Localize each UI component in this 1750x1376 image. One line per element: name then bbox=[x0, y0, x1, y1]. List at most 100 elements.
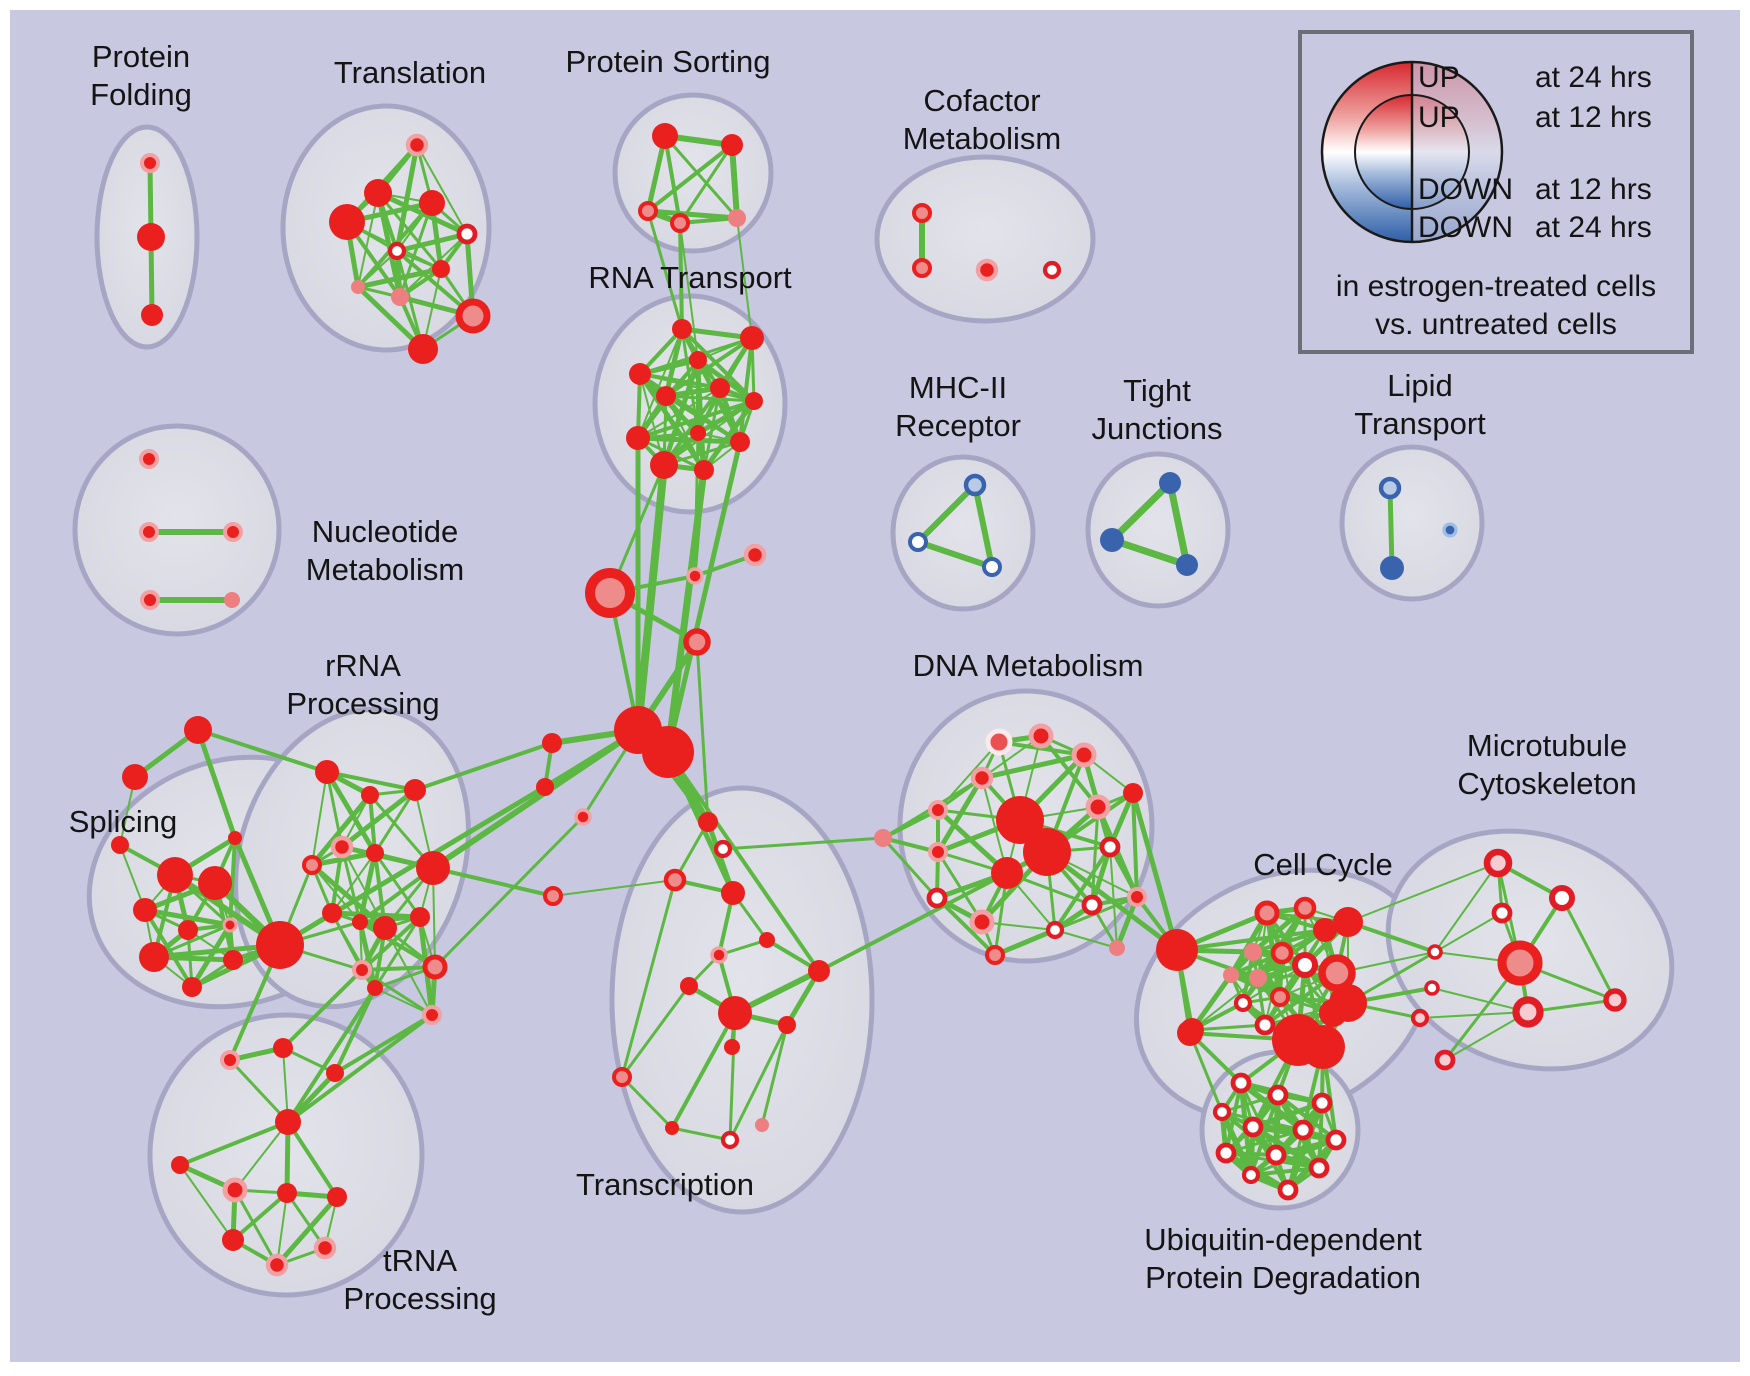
gene-node bbox=[367, 980, 383, 996]
interaction-edge bbox=[663, 400, 755, 466]
inter-cluster-edge bbox=[1188, 1032, 1224, 1113]
gene-node bbox=[1549, 885, 1575, 911]
interaction-edge bbox=[738, 337, 754, 443]
inter-cluster-edge bbox=[281, 968, 364, 1050]
inter-cluster-edge bbox=[1347, 920, 1436, 954]
gene-node bbox=[178, 920, 198, 940]
interaction-edge bbox=[994, 927, 1056, 958]
gene-node bbox=[1109, 940, 1125, 956]
interaction-edge bbox=[233, 1189, 279, 1266]
gene-node bbox=[373, 916, 397, 940]
gene-node bbox=[1442, 522, 1458, 538]
legend-caption-line-2: vs. untreated cells bbox=[1375, 308, 1617, 341]
legend-row-up-24: UP at 24 hrs bbox=[1302, 59, 1690, 97]
interaction-edge bbox=[361, 968, 433, 1017]
gene-node bbox=[1249, 969, 1267, 987]
gene-node bbox=[543, 886, 563, 906]
gene-node bbox=[710, 378, 730, 398]
gene-node bbox=[612, 1067, 632, 1087]
interaction-edge bbox=[972, 484, 995, 568]
gene-node bbox=[1212, 1102, 1232, 1122]
inter-cluster-edge bbox=[881, 836, 939, 900]
interaction-edge bbox=[358, 920, 437, 969]
cluster-label-translation: Translation bbox=[333, 55, 487, 90]
gene-node bbox=[1265, 1144, 1287, 1166]
interaction-edge bbox=[696, 398, 756, 436]
inter-cluster-edge bbox=[666, 750, 821, 973]
gene-node bbox=[629, 363, 651, 385]
gene-node bbox=[404, 779, 426, 801]
inter-cluster-edge bbox=[552, 879, 676, 897]
gene-node bbox=[996, 796, 1044, 844]
gene-node bbox=[985, 945, 1005, 965]
legend-row-up-12: UP at 12 hrs bbox=[1302, 99, 1690, 137]
cluster-label-mhc-ii-receptor: MHC-II Receptor bbox=[895, 370, 1021, 443]
gene-node bbox=[1241, 1165, 1261, 1185]
cluster-label-microtubule-cytoskeleton: Microtubule Cytoskeleton bbox=[1457, 728, 1637, 801]
gene-node bbox=[1410, 1008, 1430, 1028]
interaction-edge bbox=[637, 328, 683, 439]
inter-cluster-edge bbox=[333, 987, 377, 1074]
gene-node bbox=[585, 568, 635, 618]
gene-node bbox=[1512, 996, 1544, 1028]
inter-cluster-edge bbox=[679, 222, 699, 361]
gene-node bbox=[665, 1121, 679, 1135]
gene-node bbox=[1603, 988, 1627, 1012]
interaction-edge bbox=[981, 752, 1085, 781]
legend-glyph bbox=[1320, 60, 1504, 244]
gene-node bbox=[352, 914, 368, 930]
interaction-edge bbox=[311, 850, 376, 868]
gene-node bbox=[1233, 993, 1253, 1013]
inter-cluster-edge bbox=[678, 222, 684, 330]
interaction-edge bbox=[331, 852, 376, 914]
interaction-edge bbox=[195, 729, 238, 839]
interaction-edge bbox=[310, 793, 372, 867]
interaction-edge bbox=[373, 852, 422, 918]
interaction-edge bbox=[1560, 897, 1617, 1001]
interaction-edge bbox=[1387, 487, 1395, 569]
inter-cluster-edge bbox=[1176, 928, 1326, 952]
gene-node bbox=[422, 954, 448, 980]
gene-node bbox=[1378, 476, 1402, 500]
interaction-edge bbox=[701, 399, 757, 472]
gene-node bbox=[574, 808, 592, 826]
gene-node bbox=[874, 829, 892, 847]
gene-node bbox=[422, 1005, 442, 1025]
interaction-edge bbox=[357, 852, 378, 923]
cluster-label-cofactor-metabolism: Cofactor Metabolism bbox=[902, 83, 1062, 156]
interaction-edge bbox=[935, 896, 997, 957]
inter-cluster-edge bbox=[693, 432, 700, 577]
gene-node bbox=[1071, 742, 1097, 768]
gene-node bbox=[364, 179, 392, 207]
gene-node bbox=[1292, 1119, 1314, 1141]
gene-node bbox=[133, 898, 157, 922]
gene-node bbox=[1123, 783, 1143, 803]
gene-node bbox=[991, 857, 1023, 889]
interaction-edge bbox=[647, 208, 738, 221]
inter-cluster-edge bbox=[286, 986, 377, 1124]
gene-node bbox=[969, 909, 995, 935]
interaction-edge bbox=[729, 144, 740, 219]
gene-node bbox=[361, 786, 379, 804]
cluster-label-tight-junctions: Tight Junctions bbox=[1091, 373, 1223, 446]
interaction-edge bbox=[228, 1058, 290, 1124]
gene-node bbox=[928, 842, 948, 862]
gene-node bbox=[223, 950, 243, 970]
gene-node bbox=[322, 903, 342, 923]
legend-up-24-time: at 24 hrs bbox=[1535, 61, 1652, 94]
inter-cluster-edge bbox=[431, 727, 640, 871]
gene-node bbox=[724, 1039, 740, 1055]
gene-node bbox=[759, 932, 775, 948]
cluster-label-cell-cycle: Cell Cycle bbox=[1253, 847, 1393, 882]
interaction-edge bbox=[663, 135, 682, 224]
interaction-edge bbox=[1166, 482, 1191, 566]
gene-node bbox=[912, 203, 932, 223]
gene-node bbox=[315, 760, 339, 784]
gene-node bbox=[912, 258, 932, 278]
gene-node bbox=[1215, 1142, 1237, 1164]
gene-node bbox=[1424, 980, 1440, 996]
gene-node bbox=[456, 223, 478, 245]
gene-node bbox=[1491, 902, 1513, 924]
gene-node bbox=[405, 133, 429, 157]
inter-cluster-edge bbox=[1347, 862, 1499, 923]
